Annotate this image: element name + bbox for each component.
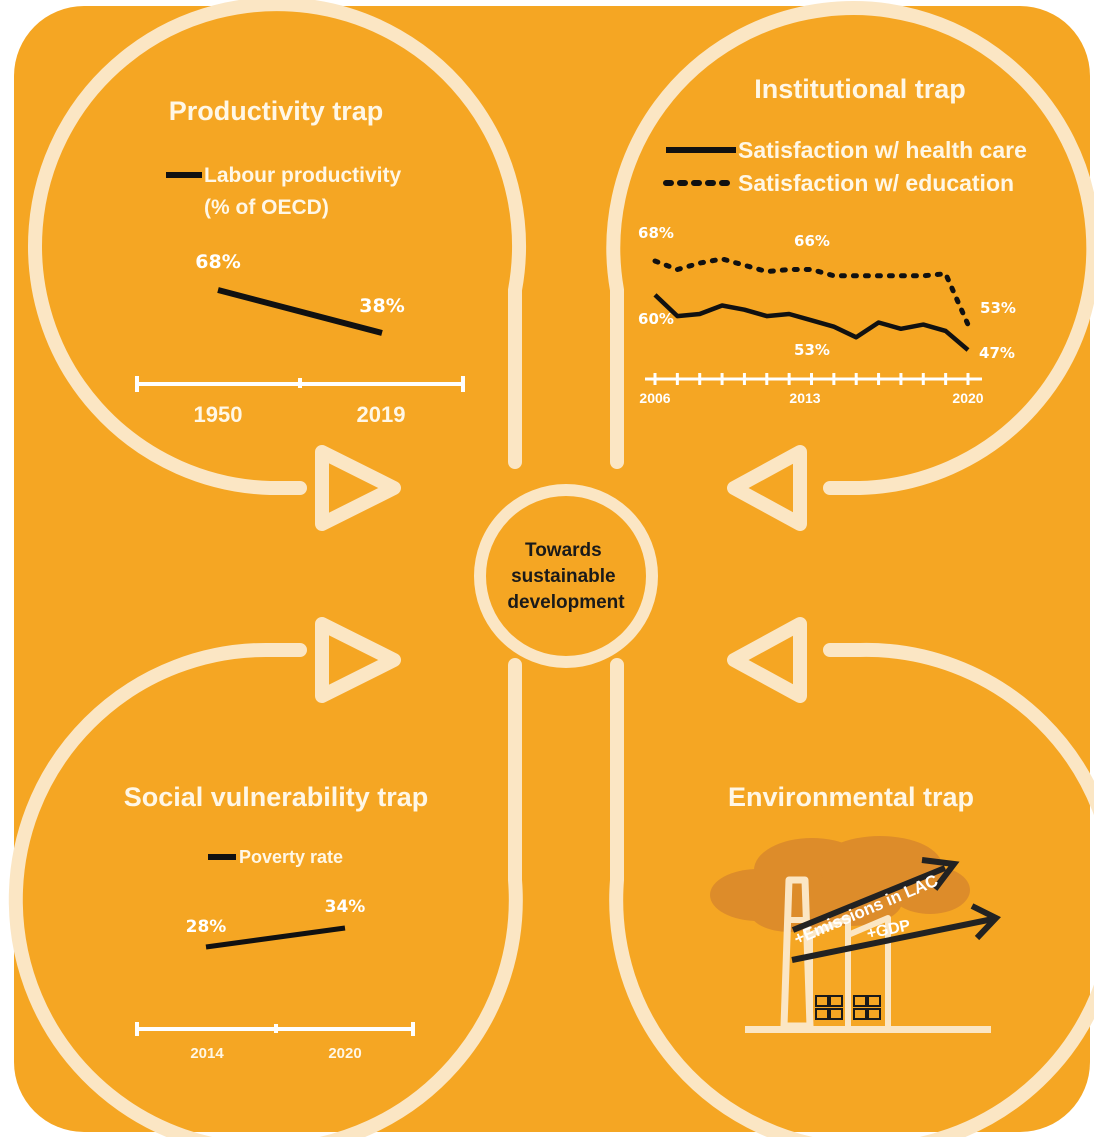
productivity-legend-line-1: Labour productivity [204,164,401,187]
center-text-line-1: Towards [525,540,602,561]
gdp-arrow-icon [791,903,1001,963]
productivity-loop [28,0,526,495]
institutional-axis [645,373,982,385]
social-series-line [205,925,346,950]
social-value-end: 34% [325,897,366,917]
institutional-legend-solid: Satisfaction w/ health care [738,137,1027,163]
institutional-loop [606,1,1094,495]
social-x-label-2014: 2014 [190,1045,224,1062]
institutional-value-health-mid: 53% [794,341,830,359]
productivity-trap-title: Productivity trap [169,96,384,126]
social-legend: Poverty rate [239,847,343,867]
environmental-trap-title: Environmental trap [728,782,974,812]
productivity-value-end: 38% [359,295,404,317]
institutional-series-education [652,256,971,328]
institutional-value-edu-mid: 66% [794,232,830,250]
arrow-right-bottom-icon [315,617,401,703]
arrow-right-top-icon [315,445,401,531]
center-text-line-3: development [507,592,625,613]
social-trap-title: Social vulnerability trap [124,782,429,812]
social-value-start: 28% [186,917,227,937]
productivity-series-line [217,287,383,336]
svg-text:Towards sustainable de: Towards sustainable development [507,540,625,613]
center-text-line-2: sustainable [511,566,616,587]
institutional-value-health-start: 60% [638,310,674,328]
social-x-label-2020: 2020 [328,1045,361,1062]
arrow-left-bottom-icon [727,617,807,703]
productivity-legend-line-2: (% of OECD) [204,196,329,219]
productivity-value-start: 68% [195,251,240,273]
institutional-value-health-end: 47% [979,344,1015,362]
factory-icon [745,876,991,1033]
institutional-x-label-2020: 2020 [952,390,983,406]
institutional-value-edu-start: 68% [638,224,674,242]
center-circle [474,484,658,668]
emissions-arrow-icon [791,857,960,933]
institutional-x-label-2013: 2013 [789,390,820,406]
productivity-x-label-1950: 1950 [194,402,243,427]
institutional-series-health [653,293,970,352]
institutional-x-label-2006: 2006 [639,390,670,406]
arrow-left-top-icon [727,445,807,531]
productivity-x-label-2019: 2019 [357,402,406,427]
social-loop [8,642,523,1137]
environmental-loop [609,642,1094,1137]
institutional-value-edu-end: 53% [980,299,1016,317]
institutional-legend-dotted: Satisfaction w/ education [738,170,1014,196]
institutional-trap-title: Institutional trap [754,74,966,104]
